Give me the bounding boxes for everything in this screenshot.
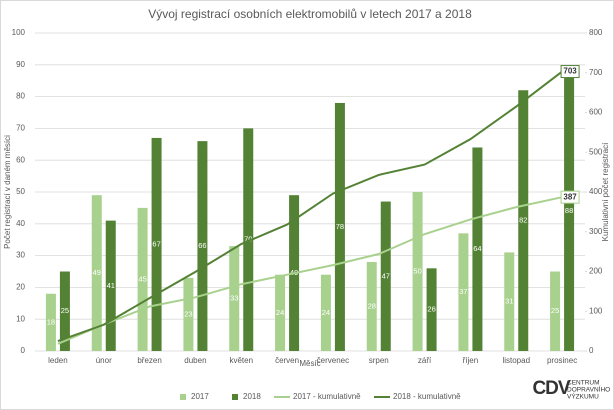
- bar-value-label: 33: [230, 294, 238, 303]
- bar: [426, 268, 437, 351]
- bar-value-label: 47: [382, 271, 390, 280]
- x-tick-label: září: [418, 356, 432, 365]
- y2-tick-label: 400: [589, 187, 603, 196]
- chart-title: Vývoj registrací osobních elektromobilů …: [148, 7, 472, 21]
- y-tick-label: 50: [16, 187, 25, 196]
- bar-value-label: 18: [47, 317, 55, 326]
- bar: [380, 201, 391, 351]
- bar-value-label: 66: [198, 241, 206, 250]
- legend-label: 2017 - kumulativně: [293, 392, 361, 401]
- legend-label: 2018: [243, 392, 261, 401]
- bar: [151, 137, 162, 351]
- x-tick-label: prosinec: [547, 356, 577, 365]
- logo-text: VÝZKUMU: [567, 392, 599, 401]
- line: [57, 196, 563, 345]
- logo-mark: CDV: [532, 378, 570, 399]
- end-label-box: [560, 65, 580, 79]
- x-tick-label: říjen: [463, 356, 479, 365]
- bar-value-label: 67: [152, 239, 160, 248]
- y-tick-label: 20: [16, 283, 25, 292]
- x-tick-label: květen: [229, 356, 253, 365]
- x-tick-label: leden: [48, 356, 68, 365]
- y-tick-label: 0: [21, 346, 26, 355]
- bar: [504, 252, 515, 351]
- bar: [458, 233, 469, 351]
- bar: [334, 102, 345, 352]
- y-tick-label: 90: [16, 60, 25, 69]
- x-axis-label: Měsíc: [299, 359, 320, 368]
- bar-value-label: 70: [244, 235, 252, 244]
- line: [57, 70, 563, 343]
- bar-value-label: 31: [505, 297, 513, 306]
- legend-label: 2017: [191, 392, 209, 401]
- bar-value-label: 88: [565, 206, 573, 215]
- x-tick-label: duben: [184, 356, 206, 365]
- bar: [197, 141, 208, 351]
- bar: [183, 277, 194, 351]
- bar-value-label: 41: [107, 281, 115, 290]
- y-tick-label: 30: [16, 251, 25, 260]
- bar-value-label: 64: [473, 244, 481, 253]
- y2-axis-label: Kumulativní počet registrací: [601, 142, 610, 241]
- y2-tick-label: 0: [589, 346, 594, 355]
- y-tick-label: 40: [16, 219, 25, 228]
- bar-value-label: 45: [138, 274, 146, 283]
- x-tick-label: únor: [96, 356, 112, 365]
- y-tick-label: 70: [16, 124, 25, 133]
- y2-tick-label: 700: [589, 68, 603, 77]
- y2-tick-label: 500: [589, 147, 603, 156]
- bar: [91, 195, 102, 351]
- legend-swatch: [232, 394, 238, 400]
- bar: [320, 274, 331, 351]
- y2-tick-label: 800: [589, 28, 603, 37]
- logo-text: CENTRUM: [567, 380, 600, 387]
- bar-value-label: 82: [519, 216, 527, 225]
- bar-value-label: 24: [322, 308, 330, 317]
- y-axis-label: Počet registrací v daném měsíci: [3, 135, 12, 249]
- bar-value-label: 37: [459, 287, 467, 296]
- y2-tick-label: 300: [589, 227, 603, 236]
- x-tick-label: listopad: [502, 356, 530, 365]
- end-value-label: 703: [563, 67, 577, 76]
- y2-tick-label: 600: [589, 108, 603, 117]
- logo-text: DOPRAVNÍHO: [567, 385, 610, 394]
- x-tick-label: srpen: [369, 356, 389, 365]
- bar: [412, 192, 423, 351]
- bar: [45, 293, 56, 351]
- bar: [366, 261, 377, 351]
- bar-value-label: 23: [184, 309, 192, 318]
- bar-value-label: 78: [336, 222, 344, 231]
- y-tick-label: 80: [16, 92, 25, 101]
- x-tick-label: březen: [137, 356, 161, 365]
- end-value-label: 387: [563, 192, 577, 201]
- bar-value-label: 26: [427, 305, 435, 314]
- x-tick-label: červenec: [317, 356, 349, 365]
- bar-value-label: 25: [61, 306, 69, 315]
- bar: [275, 274, 286, 351]
- bar: [518, 90, 529, 352]
- end-label-box: [560, 190, 580, 204]
- bar: [550, 271, 561, 351]
- bar: [137, 207, 148, 351]
- y-tick-label: 10: [16, 314, 25, 323]
- bar: [243, 128, 254, 351]
- bar-value-label: 25: [551, 306, 559, 315]
- y2-tick-label: 100: [589, 306, 603, 315]
- bar: [472, 147, 483, 351]
- bar: [229, 246, 240, 351]
- bar: [105, 220, 116, 351]
- legend-label: 2018 - kumulativně: [393, 392, 461, 401]
- x-tick-label: červen: [275, 356, 299, 365]
- bar-value-label: 28: [368, 301, 376, 310]
- legend-swatch: [180, 394, 186, 400]
- y-tick-label: 60: [16, 155, 25, 164]
- y-tick-label: 100: [12, 28, 26, 37]
- bar-value-label: 50: [413, 266, 421, 275]
- bar: [564, 71, 575, 351]
- bar-value-label: 49: [93, 268, 101, 277]
- bar: [59, 271, 70, 351]
- bar-value-label: 24: [276, 308, 284, 317]
- y2-tick-label: 200: [589, 267, 603, 276]
